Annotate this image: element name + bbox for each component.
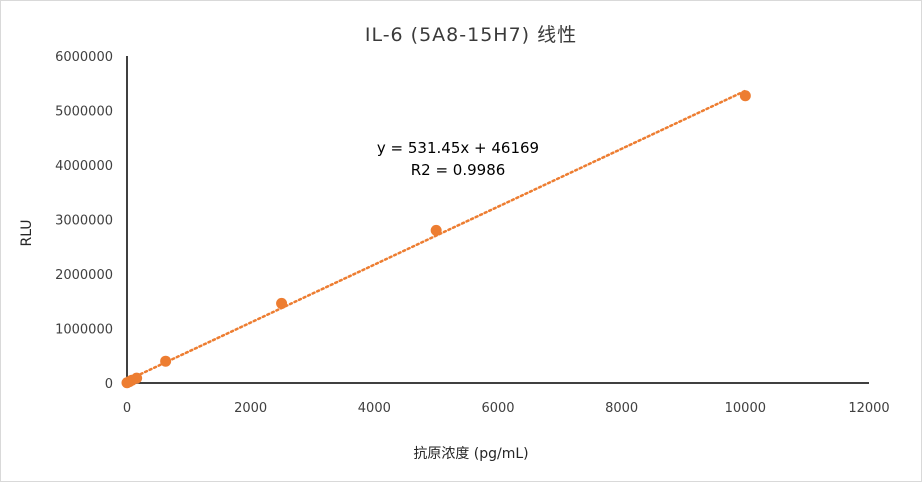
x-tick-label: 6000 bbox=[481, 401, 514, 416]
y-tick-label: 5000000 bbox=[55, 105, 113, 120]
y-tick-labels: 0 1000000 2000000 3000000 4000000 5000000 6000… bbox=[55, 50, 113, 392]
y-tick-label: 3000000 bbox=[55, 214, 113, 229]
y-tick-label: 0 bbox=[105, 377, 113, 392]
x-tick-label: 12000 bbox=[848, 401, 889, 416]
chart-title: IL-6 (5A8-15H7) 线性 bbox=[365, 24, 577, 46]
x-tick-label: 0 bbox=[123, 401, 131, 416]
data-point bbox=[276, 297, 288, 309]
data-points bbox=[121, 90, 751, 389]
y-tick-label: 4000000 bbox=[55, 159, 113, 174]
x-axis-title: 抗原浓度 (pg/mL) bbox=[413, 446, 528, 462]
data-point bbox=[160, 355, 172, 367]
data-point bbox=[739, 90, 751, 102]
x-tick-labels: 0 2000 4000 6000 8000 10000 12000 bbox=[123, 401, 890, 416]
y-tick-label: 6000000 bbox=[55, 50, 113, 65]
x-tick-label: 2000 bbox=[234, 401, 267, 416]
trendline-equation: y = 531.45x + 46169 bbox=[377, 139, 539, 157]
trendline-r2: R2 = 0.9986 bbox=[411, 161, 506, 179]
y-tick-label: 1000000 bbox=[55, 323, 113, 338]
data-point bbox=[131, 372, 143, 384]
x-tick-label: 10000 bbox=[725, 401, 766, 416]
data-point bbox=[430, 224, 442, 236]
x-tick-label: 8000 bbox=[605, 401, 638, 416]
y-tick-label: 2000000 bbox=[55, 268, 113, 283]
y-axis-title: RLU bbox=[19, 219, 35, 246]
x-tick-label: 4000 bbox=[358, 401, 391, 416]
